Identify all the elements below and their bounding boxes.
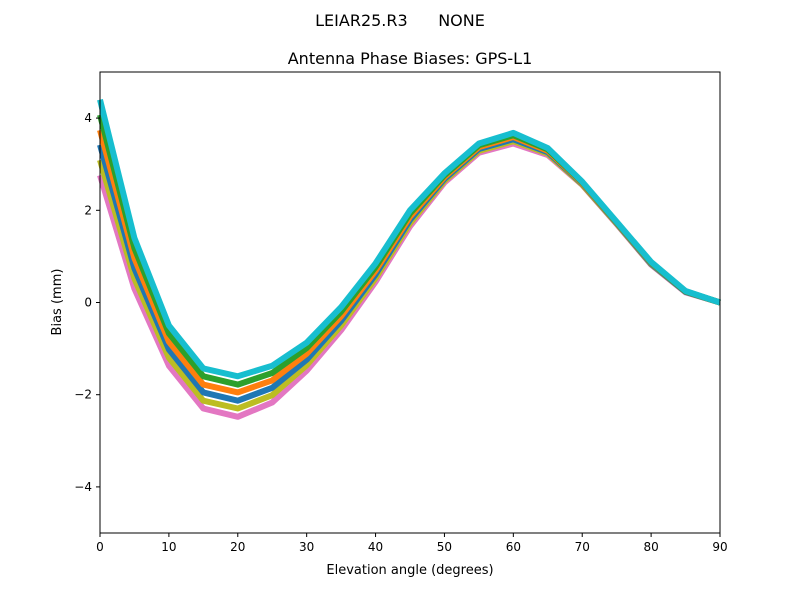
x-tick-label: 60 [506,540,521,554]
series-lines [97,98,721,420]
x-tick-label: 10 [161,540,176,554]
x-tick-label: 0 [96,540,104,554]
y-tick-label: −4 [74,480,92,494]
series-line-5 [97,98,721,380]
x-tick-label: 20 [230,540,245,554]
y-tick-label: 4 [84,111,92,125]
y-axis: −4 −2 0 2 4 [74,111,100,494]
x-tick-label: 40 [368,540,383,554]
x-tick-label: 30 [299,540,314,554]
y-tick-label: 2 [84,203,92,217]
x-tick-label: 90 [712,540,727,554]
y-tick-label: −2 [74,388,92,402]
x-axis: 0 10 20 30 40 50 60 70 80 90 [96,533,728,554]
series-line-4 [97,114,721,388]
axes-frame [99,71,721,534]
x-tick-label: 50 [437,540,452,554]
chart-title: Antenna Phase Biases: GPS-L1 [288,49,533,68]
y-axis-label: Bias (mm) [50,269,65,336]
chart-suptitle: LEIAR25.R3 NONE [315,11,485,30]
x-axis-label: Elevation angle (degrees) [326,563,493,578]
x-tick-label: 70 [575,540,590,554]
x-tick-label: 80 [643,540,658,554]
y-tick-label: 0 [84,296,92,310]
